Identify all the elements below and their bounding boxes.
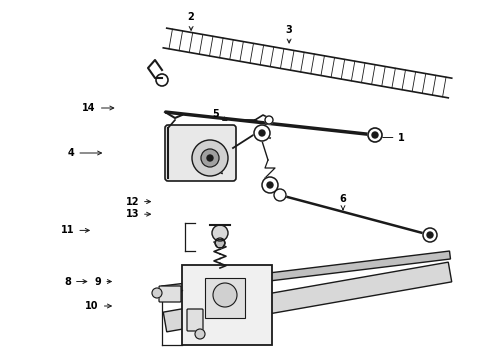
Circle shape (192, 140, 228, 176)
Text: 7: 7 (212, 161, 222, 174)
FancyBboxPatch shape (165, 125, 236, 181)
Circle shape (274, 189, 286, 201)
Text: 2: 2 (188, 12, 195, 30)
Polygon shape (163, 262, 452, 332)
Circle shape (262, 177, 278, 193)
Circle shape (372, 132, 378, 138)
Circle shape (213, 283, 237, 307)
Circle shape (212, 225, 228, 241)
Text: 4: 4 (68, 148, 101, 158)
Circle shape (265, 116, 273, 124)
Text: 6: 6 (340, 194, 346, 210)
Text: 8: 8 (64, 276, 87, 287)
Text: 5: 5 (212, 109, 227, 121)
Text: 3: 3 (286, 24, 293, 43)
Text: 13: 13 (125, 209, 150, 219)
Circle shape (259, 130, 265, 136)
Text: 9: 9 (95, 276, 111, 287)
FancyBboxPatch shape (182, 265, 272, 345)
Circle shape (201, 149, 219, 167)
Text: 11: 11 (61, 225, 89, 235)
Circle shape (195, 329, 205, 339)
FancyBboxPatch shape (205, 278, 245, 318)
Circle shape (267, 182, 273, 188)
Text: 10: 10 (85, 301, 111, 311)
Circle shape (427, 232, 433, 238)
Text: 14: 14 (82, 103, 114, 113)
Circle shape (254, 125, 270, 141)
Circle shape (423, 228, 437, 242)
Text: 1: 1 (376, 132, 405, 143)
Circle shape (368, 128, 382, 142)
Circle shape (215, 238, 225, 248)
Text: 12: 12 (125, 197, 150, 207)
Circle shape (152, 288, 162, 298)
Circle shape (207, 155, 213, 161)
FancyBboxPatch shape (159, 286, 181, 302)
FancyBboxPatch shape (187, 309, 203, 331)
Polygon shape (162, 251, 450, 294)
